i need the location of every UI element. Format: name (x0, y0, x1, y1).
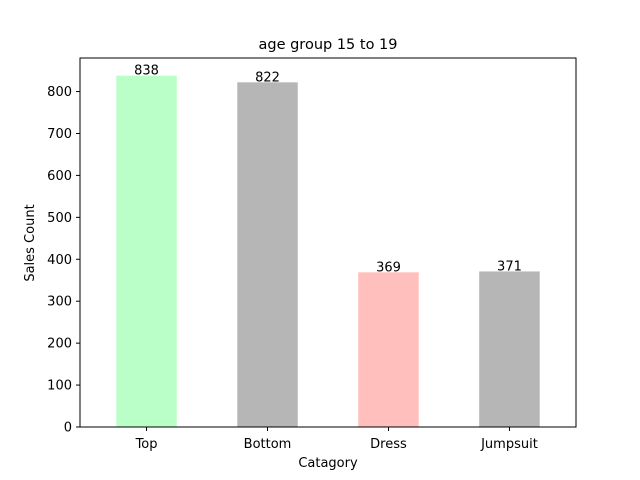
y-tick-label-0: 0 (64, 421, 72, 436)
bar-value-label-bottom: 822 (255, 70, 280, 85)
bars-group (116, 75, 540, 428)
bar-bottom (237, 82, 298, 427)
bar-value-label-dress: 369 (376, 260, 401, 275)
bar-value-label-jumpsuit: 371 (497, 259, 522, 274)
y-tick-label-200: 200 (47, 337, 72, 352)
y-tick-label-400: 400 (47, 253, 72, 268)
y-tick-label-700: 700 (47, 127, 72, 142)
bar-value-labels: 838 822 369 371 (134, 64, 522, 276)
plot-area-frame (79, 57, 577, 428)
x-tick-label-top: Top (135, 437, 158, 452)
x-tick-label-jumpsuit: Jumpsuit (480, 437, 538, 452)
bar-dress (358, 272, 419, 427)
y-tick-label-100: 100 (47, 379, 72, 394)
bar-top (116, 75, 177, 428)
x-axis: Top Bottom Dress Jumpsuit (135, 427, 538, 452)
y-axis: 0 100 200 300 400 500 600 700 800 (47, 85, 80, 436)
y-tick-label-300: 300 (47, 295, 72, 310)
x-tick-label-bottom: Bottom (244, 437, 292, 452)
y-tick-label-500: 500 (47, 211, 72, 226)
y-tick-label-600: 600 (47, 169, 72, 184)
y-axis-label: Sales Count (23, 204, 38, 281)
x-tick-label-dress: Dress (370, 437, 407, 452)
bar-jumpsuit (479, 271, 540, 427)
y-tick-label-800: 800 (47, 85, 72, 100)
x-axis-label: Catagory (298, 456, 358, 471)
bar-value-label-top: 838 (134, 64, 159, 79)
chart-title: age group 15 to 19 (258, 37, 397, 53)
